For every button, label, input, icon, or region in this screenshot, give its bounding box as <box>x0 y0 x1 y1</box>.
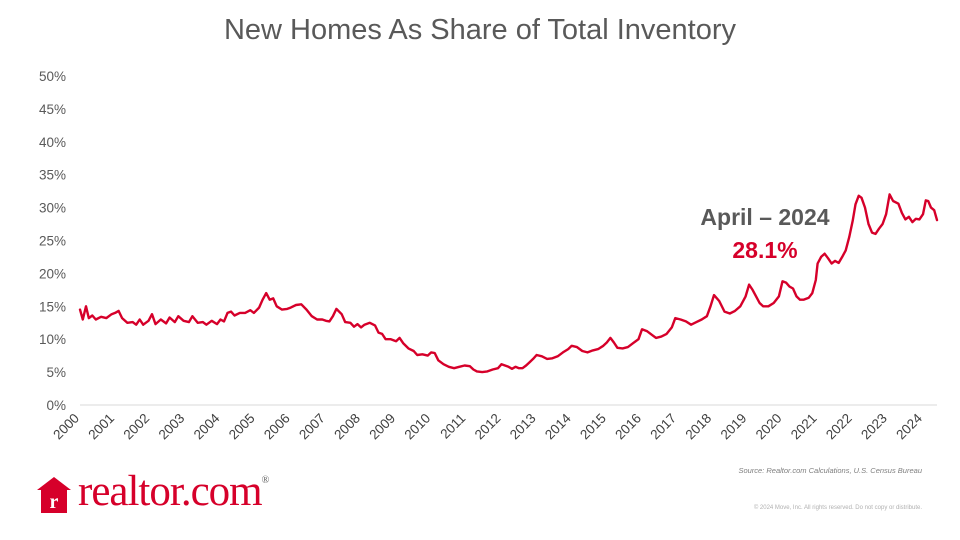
x-axis: 2000 2001 2002 2003 2004 2005 2006 2007 2008 2009… <box>50 404 937 443</box>
x-tick-label: 2000 <box>50 411 82 443</box>
x-tick-label: 2024 <box>893 410 925 442</box>
x-tick-label: 2022 <box>823 411 855 443</box>
logo-registered-mark: ® <box>261 475 270 486</box>
logo-wordmark: realtor.com® <box>78 467 270 516</box>
x-tick-label: 2011 <box>437 411 468 442</box>
y-tick-label: 50% <box>39 69 66 84</box>
source-note: Source: Realtor.com Calculations, U.S. C… <box>738 466 922 475</box>
x-tick-label: 2008 <box>331 411 363 443</box>
x-tick-label: 2009 <box>366 411 398 443</box>
svg-text:r: r <box>50 491 59 513</box>
x-tick-label: 2003 <box>156 411 188 443</box>
x-tick-label: 2014 <box>542 410 574 442</box>
x-tick-label: 2004 <box>191 410 223 442</box>
x-tick-label: 2010 <box>401 411 433 443</box>
x-tick-label: 2023 <box>858 411 890 443</box>
y-tick-label: 25% <box>39 234 66 249</box>
x-tick-label: 2018 <box>682 411 714 443</box>
x-tick-label: 2017 <box>647 411 679 443</box>
x-tick-label: 2013 <box>507 411 539 443</box>
y-tick-label: 45% <box>39 102 66 117</box>
x-tick-label: 2002 <box>121 411 153 443</box>
x-tick-label: 2021 <box>788 411 820 443</box>
y-tick-label: 20% <box>39 266 66 281</box>
x-tick-label: 2020 <box>753 411 785 443</box>
chart-title: New Homes As Share of Total Inventory <box>223 14 737 46</box>
y-tick-label: 40% <box>39 135 66 150</box>
x-tick-label: 2019 <box>718 411 750 443</box>
copyright-note: © 2024 Move, Inc. All rights reserved. D… <box>753 505 922 511</box>
x-tick-label: 2016 <box>612 411 644 443</box>
x-tick-label: 2006 <box>261 411 293 443</box>
annotation-value: 28.1% <box>732 237 798 263</box>
plot-area <box>78 193 939 374</box>
x-tick-label: 2005 <box>226 411 258 443</box>
x-tick-label: 2001 <box>85 411 117 443</box>
house-r-icon: r <box>37 477 71 513</box>
y-tick-label: 35% <box>39 168 66 183</box>
logo-text: realtor.com <box>78 468 263 515</box>
x-tick-label: 2007 <box>296 411 328 443</box>
y-tick-label: 30% <box>39 201 66 216</box>
y-axis: 0% 5% 10% 15% 20% 25% 30% 35% 40% 45% 50% <box>39 69 66 413</box>
y-tick-label: 15% <box>39 299 66 314</box>
x-tick-label: 2012 <box>472 411 504 443</box>
series-line <box>78 193 939 374</box>
y-tick-label: 5% <box>46 365 66 380</box>
y-tick-label: 10% <box>39 332 66 347</box>
y-tick-label: 0% <box>46 398 66 413</box>
annotation-label: April – 2024 <box>700 204 830 230</box>
x-tick-label: 2015 <box>577 411 609 443</box>
